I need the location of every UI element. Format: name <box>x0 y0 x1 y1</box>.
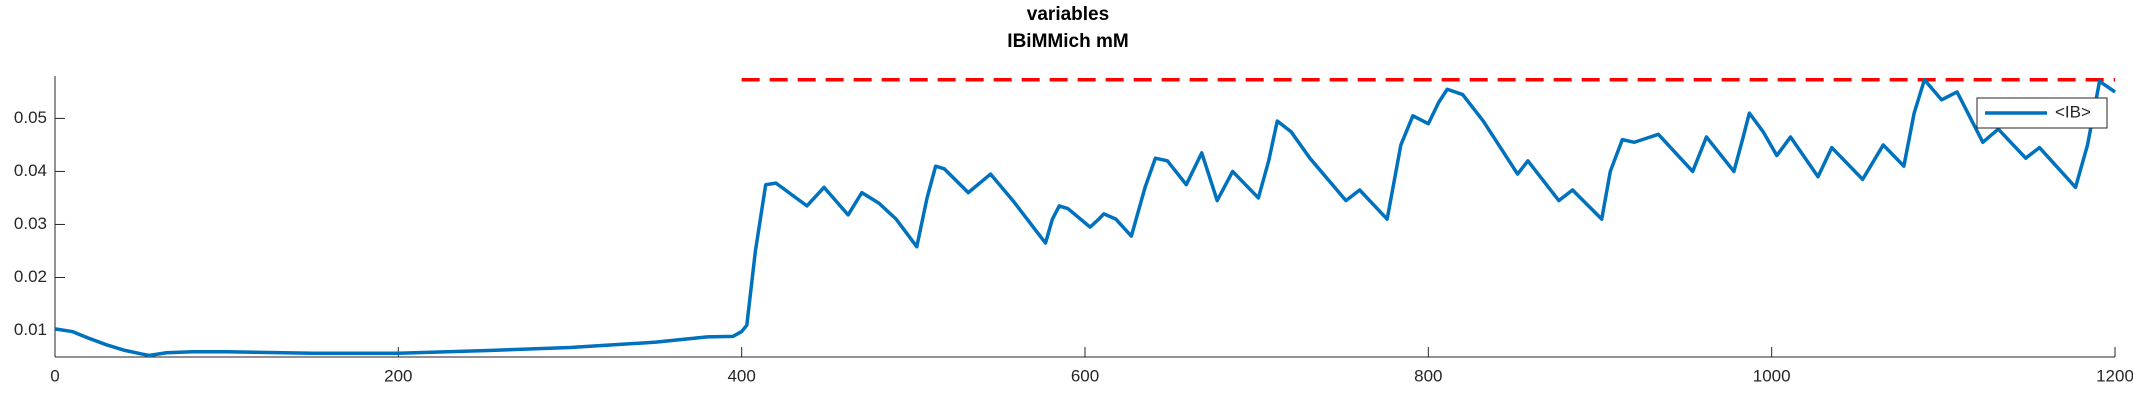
x-tick-label: 600 <box>1071 366 1099 385</box>
y-tick-label: 0.05 <box>14 108 47 127</box>
x-tick-label: 1200 <box>2096 366 2133 385</box>
chart-subtitle: IBiMMich mM <box>1007 31 1128 52</box>
y-tick-label: 0.02 <box>14 267 47 286</box>
x-tick-label: 200 <box>384 366 412 385</box>
y-tick-label: 0.03 <box>14 214 47 233</box>
line-series <box>54 77 2116 358</box>
x-tick-label: 1000 <box>1753 366 1791 385</box>
x-tick-label: 400 <box>727 366 755 385</box>
legend: <IB> <box>1976 97 2108 129</box>
x-tick-label: 0 <box>50 366 59 385</box>
y-tick-label: 0.04 <box>14 161 47 180</box>
legend-label: <IB> <box>2055 102 2091 121</box>
x-tick-label: 800 <box>1414 366 1442 385</box>
y-tick-label: 0.01 <box>14 320 47 339</box>
chart-title: variables <box>1027 4 1109 25</box>
